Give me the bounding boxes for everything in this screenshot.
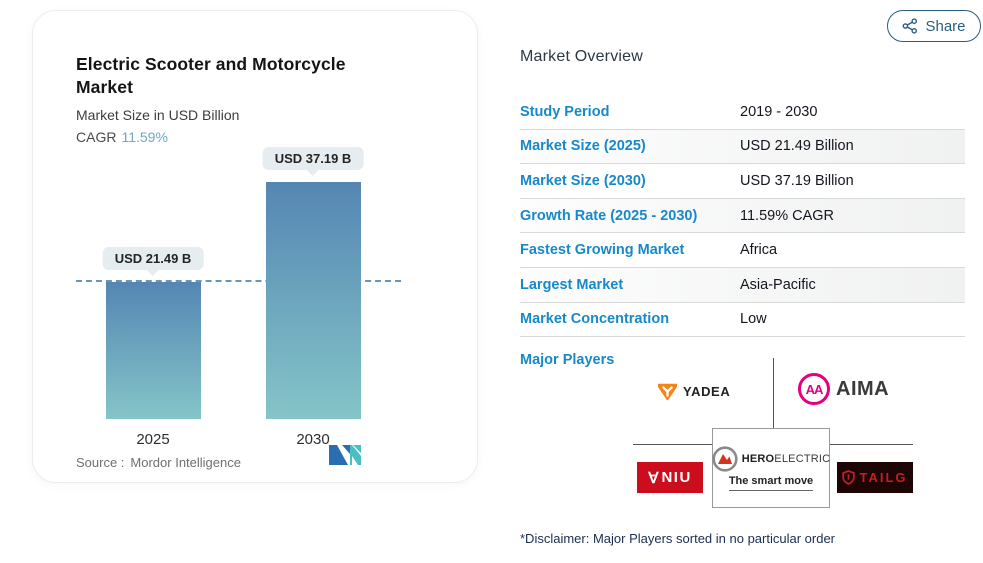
row-label: Fastest Growing Market — [520, 242, 685, 259]
source-value: Mordor Intelligence — [130, 455, 241, 470]
chart-subtitle: Market Size in USD Billion — [76, 107, 240, 123]
aima-monogram-icon: AA — [798, 373, 830, 405]
bar-value-label: USD 37.19 B — [262, 147, 364, 176]
disclaimer-text: *Disclaimer: Major Players sorted in no … — [520, 531, 836, 546]
player-logo-aima: AA AIMA — [798, 373, 889, 405]
aima-wordmark: AIMA — [836, 377, 890, 400]
row-label: Market Size (2025) — [520, 138, 646, 155]
yadea-icon — [658, 383, 677, 400]
cagr-value: 11.59% — [121, 129, 168, 145]
yadea-wordmark: YADEA — [683, 384, 731, 399]
connector-line-vertical — [773, 358, 774, 428]
table-row: Market Size (2025) USD 21.49 Billion — [520, 129, 965, 165]
row-label: Study Period — [520, 103, 610, 120]
market-chart-card: Electric Scooter and Motorcycle Market M… — [32, 10, 478, 483]
row-value: USD 21.49 Billion — [740, 138, 854, 155]
player-logo-niu: ∀ NIU — [637, 462, 703, 493]
cagr-label: CAGR — [76, 129, 117, 145]
row-value: 11.59% CAGR — [740, 207, 835, 224]
chart-title: Electric Scooter and Motorcycle Market — [76, 54, 346, 98]
table-row: Growth Rate (2025 - 2030) 11.59% CAGR — [520, 198, 965, 234]
x-axis-label: 2025 — [136, 431, 170, 448]
player-logo-hero-electric: HEROELECTRIC The smart move — [712, 428, 830, 508]
hero-electric-wordmark: HEROELECTRIC — [741, 452, 831, 465]
hero-electric-tagline: The smart move — [728, 475, 814, 491]
row-label: Market Size (2030) — [520, 172, 646, 189]
major-players-diagram: YADEA AA AIMA HEROELECTRIC The smart mov… — [520, 358, 965, 515]
row-label: Market Concentration — [520, 311, 670, 328]
tailg-wordmark: TAILG — [859, 470, 908, 485]
table-row: Largest Market Asia-Pacific — [520, 267, 965, 303]
bar-chart-plot: USD 21.49 B USD 37.19 B 2025 2030 — [33, 11, 479, 484]
chart-cagr: CAGR 11.59% — [76, 129, 168, 145]
row-value: USD 37.19 Billion — [740, 172, 854, 189]
share-icon — [902, 18, 918, 34]
table-row: Market Concentration Low — [520, 303, 965, 338]
hero-electric-icon — [712, 445, 738, 472]
bar-value-label: USD 21.49 B — [102, 247, 204, 277]
major-players-label: Major Players — [520, 352, 615, 368]
bar — [106, 282, 201, 419]
bar — [266, 182, 361, 419]
reference-line — [76, 280, 401, 283]
table-row: Study Period 2019 - 2030 — [520, 95, 965, 130]
niu-bull-icon: ∀ — [648, 469, 659, 487]
row-label: Growth Rate (2025 - 2030) — [520, 207, 698, 224]
overview-table: Study Period 2019 - 2030 Market Size (20… — [520, 95, 965, 338]
row-value: Low — [740, 311, 767, 328]
market-overview-panel: Market Overview Study Period 2019 - 2030… — [520, 0, 965, 563]
chart-source: Source : Mordor Intelligence — [76, 455, 241, 470]
row-label: Largest Market — [520, 276, 624, 293]
share-button-label: Share — [925, 17, 966, 35]
row-value: Asia-Pacific — [740, 276, 816, 293]
player-logo-yadea: YADEA — [658, 383, 730, 400]
player-logo-tailg: TAILG — [837, 462, 913, 493]
niu-wordmark: NIU — [661, 469, 692, 486]
mordor-intelligence-logo-icon — [329, 445, 361, 470]
source-label: Source : — [76, 455, 125, 470]
row-value: Africa — [740, 242, 778, 259]
x-axis-label: 2030 — [296, 431, 330, 448]
table-row: Market Size (2030) USD 37.19 Billion — [520, 164, 965, 199]
row-value: 2019 - 2030 — [740, 103, 818, 120]
tailg-shield-icon — [842, 470, 856, 485]
table-row: Fastest Growing Market Africa — [520, 233, 965, 268]
overview-heading: Market Overview — [520, 48, 644, 65]
share-button[interactable]: Share — [887, 10, 981, 42]
